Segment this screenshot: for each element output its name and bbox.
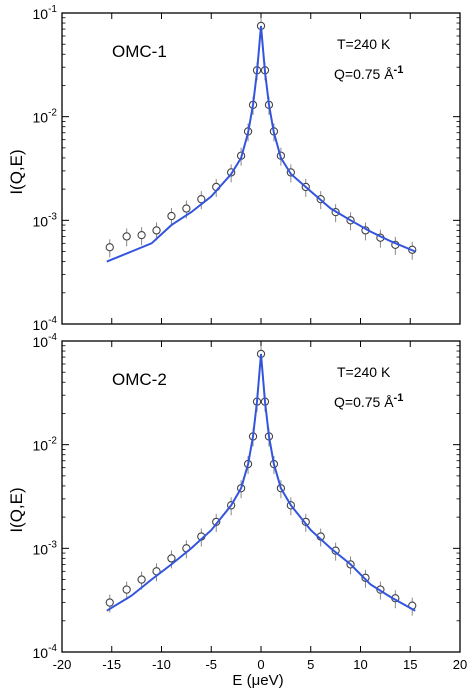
data-point (105, 243, 114, 252)
x-tick-label: 0 (257, 657, 264, 672)
data-point (105, 598, 114, 607)
y-axis-label-top: I(Q,E) (7, 149, 26, 194)
data-point (197, 195, 206, 204)
y-tick-label: 10-4 (33, 643, 58, 661)
y-tick-label: 10-2 (33, 108, 58, 126)
temperature-annotation: T=240 K (337, 36, 391, 52)
temperature-annotation: T=240 K (337, 364, 391, 380)
x-tick-label: 15 (403, 657, 417, 672)
y-axis-label-bottom: I(Q,E) (7, 487, 26, 532)
x-tick-label: 5 (307, 657, 314, 672)
data-point (167, 554, 176, 563)
x-tick-label: 10 (353, 657, 367, 672)
y-top-label: 10-4 (33, 332, 58, 350)
x-tick-label: -20 (53, 657, 72, 672)
data-point (137, 575, 146, 584)
data-point (137, 230, 146, 240)
data-point (167, 211, 176, 221)
plot-area (105, 17, 417, 263)
data-point (122, 232, 131, 241)
data-point (361, 573, 370, 582)
fit-line (106, 353, 416, 612)
q-annotation: Q=0.75 Å-1 (334, 392, 403, 410)
q-annotation: Q=0.75 Å-1 (334, 64, 403, 82)
y-tick-label: 10-1 (33, 4, 58, 22)
plot-area (105, 345, 417, 616)
x-tick-label: -5 (205, 657, 217, 672)
y-tick-label: 10-3 (33, 211, 58, 229)
fit-line (106, 25, 416, 263)
panel-omc-2: -20 -15 -10 -5 0 5 10 15 20 10-2 10-3 10-4 10-4 OMC-2… (33, 332, 468, 672)
x-tick-label: -10 (152, 657, 171, 672)
panel-label: OMC-1 (112, 42, 167, 61)
y-tick-label: 10-2 (33, 436, 58, 454)
data-point (152, 226, 161, 235)
x-axis-label: E (μeV) (232, 672, 283, 689)
y-tick-label: 10-4 (33, 315, 58, 333)
x-tick-label: -15 (102, 657, 121, 672)
x-tick-label: 20 (453, 657, 467, 672)
panel-omc-1: 10-1 10-2 10-3 10-4 OMC-1 T=240 K Q=0.75 Å-1 (33, 4, 461, 333)
data-point (182, 204, 191, 213)
data-point (122, 585, 131, 594)
panel-label: OMC-2 (112, 370, 167, 389)
y-tick-label: 10-3 (33, 539, 58, 557)
